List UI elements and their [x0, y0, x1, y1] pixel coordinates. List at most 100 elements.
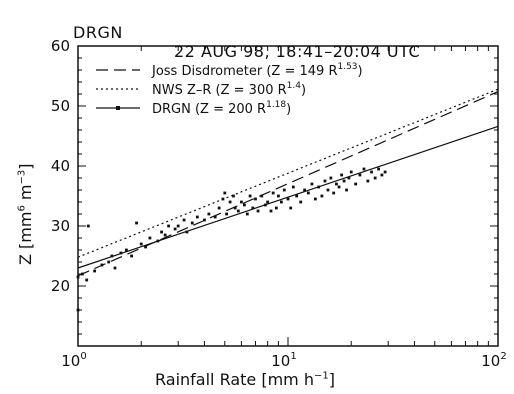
- data-point: [279, 200, 283, 204]
- legend-label: DRGN (Z = 200 R1.18): [152, 100, 291, 117]
- fit-line-dashed: [77, 91, 499, 277]
- legend: Joss Disdrometer (Z = 149 R1.53) NWS Z–R …: [96, 62, 363, 117]
- data-point: [358, 173, 362, 177]
- data-point: [182, 218, 186, 222]
- data-point: [195, 215, 199, 219]
- data-point: [135, 221, 138, 225]
- data-point: [377, 167, 380, 171]
- data-point: [160, 230, 163, 234]
- data-point: [317, 185, 321, 189]
- plot-frame: [77, 45, 499, 347]
- data-point: [260, 194, 264, 198]
- data-point: [337, 185, 341, 189]
- x-axis-title-sup: −1: [313, 370, 329, 382]
- data-point: [342, 179, 346, 183]
- data-point: [148, 236, 152, 240]
- data-point: [282, 188, 286, 192]
- data-point: [380, 173, 384, 177]
- data-point: [266, 200, 270, 204]
- data-point: [233, 206, 237, 210]
- data-point: [251, 206, 255, 210]
- data-point: [232, 194, 235, 198]
- y-axis-title-sup1: 6: [16, 205, 28, 212]
- data-point: [263, 203, 267, 207]
- data-point: [144, 245, 148, 249]
- legend-label: NWS Z–R (Z = 300 R1.4): [152, 81, 306, 98]
- data-point: [299, 200, 303, 204]
- data-point: [228, 200, 232, 204]
- data-point: [139, 242, 143, 246]
- data-point: [173, 227, 177, 231]
- data-point: [274, 206, 278, 210]
- data-point: [291, 185, 295, 189]
- data-point: [225, 212, 228, 216]
- y-axis-title-sup2: −3: [16, 169, 28, 185]
- data-point: [373, 176, 377, 180]
- data-point: [362, 167, 366, 171]
- y-tick-label: 30: [51, 217, 70, 235]
- chart-title: DRGN 22 AUG 98, 18:41–20:04 UTC: [0, 4, 514, 61]
- data-point: [271, 191, 275, 195]
- data-point: [310, 182, 314, 186]
- data-point: [221, 197, 225, 201]
- data-point: [185, 230, 189, 234]
- data-point: [207, 212, 211, 216]
- data-point: [306, 191, 310, 195]
- data-point: [163, 233, 167, 237]
- data-point: [236, 209, 240, 213]
- data-point: [81, 272, 84, 276]
- x-tick-label: 101: [271, 351, 296, 370]
- data-point: [93, 269, 97, 273]
- x-axis-title: Rainfall Rate [mm h−1]: [155, 370, 335, 389]
- data-point: [329, 176, 333, 180]
- x-tick-label: 100: [61, 351, 86, 370]
- data-point: [340, 173, 344, 177]
- x-tick-label: 102: [481, 351, 506, 370]
- data-point: [113, 266, 117, 270]
- data-point: [254, 197, 257, 201]
- data-point: [203, 218, 206, 222]
- y-tick-label: 40: [51, 157, 70, 175]
- data-point: [334, 182, 338, 186]
- data-point: [354, 182, 358, 186]
- data-point: [217, 206, 221, 210]
- data-point: [303, 188, 307, 192]
- fit-line-dotted: [77, 88, 499, 258]
- data-point: [119, 251, 123, 255]
- data-point: [240, 200, 243, 204]
- data-point: [286, 197, 290, 201]
- data-points: [76, 167, 387, 312]
- y-axis-title: Z [mm6 m−3]: [16, 163, 35, 265]
- data-point: [289, 206, 293, 210]
- data-point: [223, 191, 227, 195]
- data-point: [167, 224, 170, 228]
- data-point: [366, 179, 370, 183]
- data-point: [256, 209, 260, 213]
- fit-lines: [77, 88, 499, 277]
- data-point: [248, 194, 252, 198]
- y-axis-title-text: Z [mm: [16, 211, 35, 265]
- data-point: [370, 170, 373, 174]
- y-axis-title-end: ]: [16, 163, 35, 170]
- data-point: [332, 191, 336, 195]
- data-point: [85, 278, 89, 282]
- x-axis-title-text: Rainfall Rate [mm h: [155, 370, 314, 389]
- data-point: [276, 194, 280, 198]
- data-point: [269, 209, 273, 213]
- y-tick-label: 20: [51, 277, 70, 295]
- data-point: [320, 194, 324, 198]
- y-tick-label: 50: [51, 97, 70, 115]
- data-point: [295, 194, 299, 198]
- data-point: [347, 176, 351, 180]
- data-point: [107, 260, 111, 264]
- data-point: [100, 263, 104, 267]
- data-point: [326, 188, 330, 192]
- data-point: [156, 239, 160, 243]
- data-point: [245, 212, 249, 216]
- data-point: [130, 254, 134, 258]
- data-point: [176, 224, 180, 228]
- legend-marker: [116, 106, 120, 110]
- data-point: [213, 215, 217, 219]
- data-point: [124, 248, 128, 252]
